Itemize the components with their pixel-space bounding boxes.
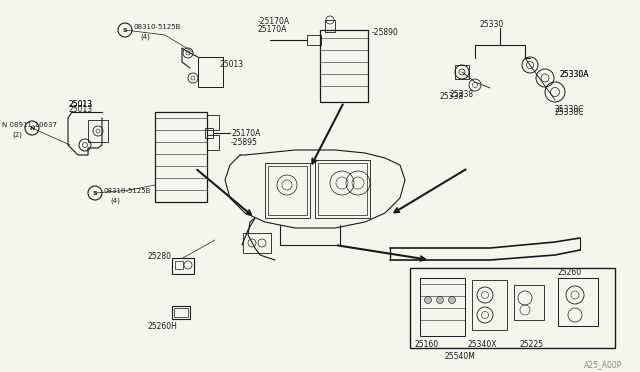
Text: 25330A: 25330A [560,70,589,79]
Text: (2): (2) [12,131,22,138]
Text: 25330C: 25330C [555,108,584,117]
Bar [172,306,190,319]
Text: S: S [93,190,97,196]
Text: 25280: 25280 [148,252,172,261]
Bar [472,280,507,330]
Bar [155,112,207,202]
Bar [207,135,219,150]
Text: 25013: 25013 [68,100,92,109]
Text: 25338: 25338 [450,90,474,99]
Bar [325,20,335,32]
Text: 08310-5125B: 08310-5125B [103,188,150,194]
Bar [307,35,321,45]
Bar [172,258,194,274]
Text: (4): (4) [140,33,150,39]
Text: 25170A: 25170A [231,129,260,138]
Text: 25260H: 25260H [148,322,178,331]
Bar [243,233,271,253]
Bar [558,278,598,326]
Text: 08310-5125B: 08310-5125B [133,24,180,30]
Bar [207,115,219,130]
Bar [320,30,368,102]
Text: 25340X: 25340X [468,340,497,349]
Text: 25013: 25013 [220,60,244,69]
Text: -25890: -25890 [372,28,399,37]
Text: 25338: 25338 [440,92,464,101]
Bar [265,163,310,218]
Bar [198,57,223,87]
Bar [175,261,183,269]
Text: -25170A: -25170A [258,17,290,26]
Bar [410,268,615,348]
Bar [315,160,370,218]
Text: A25_A00P: A25_A00P [584,360,622,369]
Text: -25895: -25895 [231,138,258,147]
Text: 25330C: 25330C [555,105,584,114]
Text: 25170A: 25170A [258,25,287,34]
Text: N: N [29,125,35,131]
Circle shape [436,296,444,304]
Text: N 08911-10637: N 08911-10637 [2,122,57,128]
Text: (4): (4) [110,197,120,203]
Text: 25013: 25013 [68,105,92,114]
Bar [455,65,469,79]
Text: 25013: 25013 [68,100,92,109]
Text: 25330: 25330 [480,20,504,29]
Bar [514,285,544,320]
Text: 25330A: 25330A [560,70,589,79]
Bar [205,128,213,138]
Text: 25225: 25225 [520,340,544,349]
Bar [88,120,108,142]
Text: S: S [123,28,127,32]
Bar [174,308,188,317]
Circle shape [449,296,456,304]
Bar [318,163,367,215]
Text: 25540M: 25540M [445,352,476,361]
Circle shape [424,296,431,304]
Text: 25260: 25260 [558,268,582,277]
Bar [268,166,307,215]
Bar [420,278,465,336]
Text: 25160: 25160 [415,340,439,349]
